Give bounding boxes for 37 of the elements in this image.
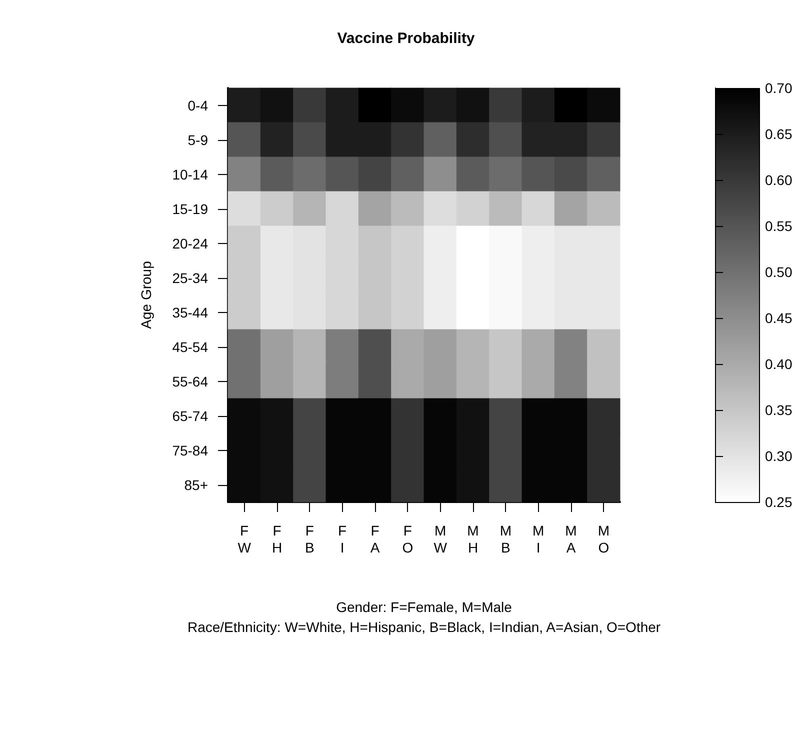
color-bar-label: 0.50 — [765, 264, 792, 280]
y-tick-label: 75-84 — [172, 442, 208, 458]
x-tick-label: M I — [532, 522, 544, 556]
color-bar-label: 0.55 — [765, 218, 792, 234]
color-bar-label: 0.70 — [765, 80, 792, 96]
x-tick-label: M H — [467, 522, 479, 556]
y-tick-label: 0-4 — [188, 97, 208, 114]
y-tick-label: 35-44 — [172, 304, 208, 320]
y-tick-label: 15-19 — [172, 200, 208, 217]
color-bar-label: 0.45 — [765, 310, 792, 326]
color-bar-label: 0.40 — [765, 356, 792, 372]
x-tick-label: F B — [304, 522, 314, 556]
color-bar-label: 0.25 — [765, 494, 792, 510]
x-tick-label: F A — [370, 522, 380, 556]
color-bar-label: 0.60 — [765, 172, 792, 188]
x-tick-label: F O — [402, 522, 414, 556]
y-tick-label: 5-9 — [188, 132, 208, 148]
x-tick-label: M A — [565, 522, 577, 556]
y-tick-label: 45-54 — [172, 338, 208, 355]
x-tick-label: F W — [238, 522, 252, 556]
y-axis-title: Age Group — [138, 260, 154, 329]
y-tick-label: 20-24 — [172, 235, 208, 252]
color-bar-label: 0.65 — [765, 126, 792, 142]
x-tick-label: M O — [598, 522, 610, 556]
chart-title: Vaccine Probability — [337, 30, 476, 47]
x-axis-title: Gender: F=Female, M=Male Race/Ethnicity: W=White, H=Hispanic, B=Black, I=Indian, A=Asian, O=Other — [187, 599, 661, 635]
color-bar-label: 0.35 — [765, 402, 792, 418]
y-tick-label: 55-64 — [172, 373, 208, 390]
x-tick-label: F H — [272, 522, 282, 556]
y-tick-label: 25-34 — [172, 270, 208, 286]
x-tick-label: M B — [500, 522, 512, 556]
y-tick-label: 65-74 — [172, 408, 208, 424]
x-tick-label: M W — [434, 522, 448, 556]
y-tick-label: 85+ — [184, 476, 208, 493]
y-tick-label: 10-14 — [172, 166, 208, 182]
x-tick-label: F I — [338, 522, 347, 556]
color-bar-label: 0.30 — [765, 448, 792, 464]
